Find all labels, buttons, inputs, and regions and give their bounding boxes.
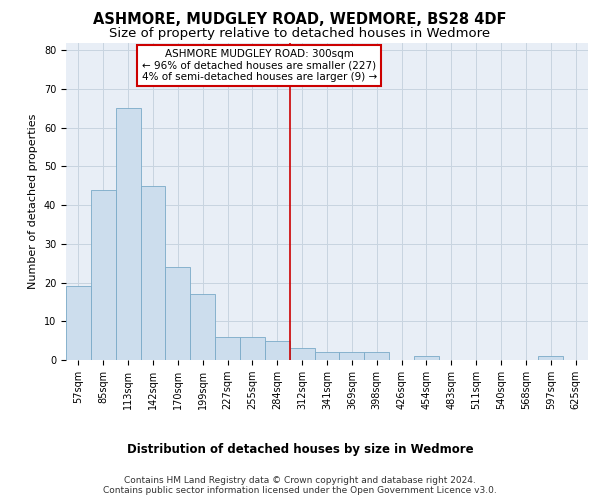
Bar xyxy=(538,356,563,360)
Bar xyxy=(314,352,340,360)
Bar xyxy=(414,356,439,360)
Bar xyxy=(215,337,240,360)
Bar xyxy=(340,352,364,360)
Bar xyxy=(190,294,215,360)
Text: ASHMORE MUDGLEY ROAD: 300sqm
← 96% of detached houses are smaller (227)
4% of se: ASHMORE MUDGLEY ROAD: 300sqm ← 96% of de… xyxy=(142,49,377,82)
Bar xyxy=(364,352,389,360)
Bar xyxy=(265,340,290,360)
Y-axis label: Number of detached properties: Number of detached properties xyxy=(28,114,38,289)
Bar xyxy=(140,186,166,360)
Bar xyxy=(91,190,116,360)
Text: Contains HM Land Registry data © Crown copyright and database right 2024.
Contai: Contains HM Land Registry data © Crown c… xyxy=(103,476,497,495)
Text: ASHMORE, MUDGLEY ROAD, WEDMORE, BS28 4DF: ASHMORE, MUDGLEY ROAD, WEDMORE, BS28 4DF xyxy=(93,12,507,28)
Bar xyxy=(66,286,91,360)
Bar xyxy=(240,337,265,360)
Text: Size of property relative to detached houses in Wedmore: Size of property relative to detached ho… xyxy=(109,28,491,40)
Bar xyxy=(116,108,140,360)
Bar xyxy=(166,267,190,360)
Text: Distribution of detached houses by size in Wedmore: Distribution of detached houses by size … xyxy=(127,442,473,456)
Bar xyxy=(290,348,314,360)
